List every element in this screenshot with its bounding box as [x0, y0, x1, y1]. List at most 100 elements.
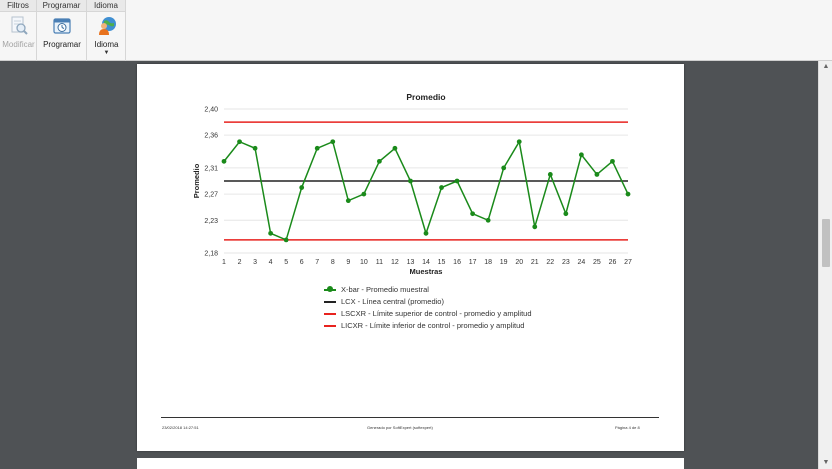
xbar-point — [563, 211, 569, 217]
legend-item-licxr: LICXR - Límite inferior de control - pro… — [324, 320, 532, 332]
legend-label-lcx: LCX - Línea central (promedio) — [341, 297, 444, 306]
y-tick-label: 2,18 — [204, 251, 218, 258]
legend-swatch-lcx — [324, 301, 336, 303]
ribbon-group-programar: Programar Programar — [37, 0, 87, 61]
ribbon-group-title-idioma[interactable]: Idioma — [87, 0, 125, 12]
legend-label-licxr: LICXR - Límite inferior de control - pro… — [341, 321, 525, 330]
x-tick-label: 23 — [562, 259, 570, 266]
x-tick-label: 22 — [546, 259, 554, 266]
ribbon-toolbar: Filtros Modificar Programar Programar — [0, 0, 832, 61]
x-tick-label: 13 — [407, 259, 415, 266]
xbar-series-line — [223, 139, 629, 241]
xbar-point — [392, 145, 398, 151]
xbar-point — [501, 165, 507, 171]
x-tick-label: 3 — [253, 259, 257, 266]
x-tick-label: 7 — [315, 259, 319, 266]
magnifier-document-icon — [11, 16, 28, 35]
modificar-label: Modificar — [2, 40, 35, 49]
control-chart: Promedio Promedio Muestras 2,40 2,36 2,31 2… — [192, 92, 632, 276]
xbar-point — [625, 191, 631, 197]
vertical-scrollbar[interactable]: ▲ ▼ — [818, 61, 832, 469]
legend-item-xbar: X-bar - Promedio muestral — [324, 284, 532, 296]
xbar-point — [578, 152, 584, 158]
x-tick-label: 4 — [269, 259, 273, 266]
ribbon-group-idioma: Idioma Idioma ▼ — [87, 0, 126, 61]
y-tick-label: 2,27 — [204, 192, 218, 199]
scroll-up-arrow-icon[interactable]: ▲ — [822, 63, 830, 70]
next-report-page — [137, 458, 684, 469]
x-tick-label: 11 — [376, 259, 383, 266]
xbar-point — [610, 158, 615, 164]
scroll-down-arrow-icon[interactable]: ▼ — [822, 459, 830, 466]
legend-swatch-lscxr — [324, 313, 336, 315]
idioma-button[interactable]: Idioma ▼ — [89, 14, 124, 58]
footer-page-number: Página 4 de 8 — [615, 425, 640, 430]
programar-button[interactable]: Programar — [39, 14, 85, 58]
xbar-point — [547, 172, 553, 177]
report-page: Promedio Promedio Muestras 2,40 2,36 2,31 2… — [137, 64, 684, 451]
xbar-point — [376, 158, 382, 164]
y-tick-label: 2,31 — [204, 165, 218, 172]
modificar-button[interactable]: Modificar — [1, 14, 36, 58]
xbar-point — [268, 230, 274, 236]
x-tick-label: 21 — [531, 259, 539, 266]
x-tick-label: 20 — [515, 259, 523, 266]
x-tick-label: 16 — [453, 259, 461, 266]
x-tick-label: 8 — [331, 259, 335, 266]
x-tick-label: 26 — [609, 259, 617, 266]
xbar-point — [439, 185, 444, 190]
xbar-point — [283, 237, 289, 243]
xbar-point — [408, 178, 413, 184]
legend-item-lcx: LCX - Línea central (promedio) — [324, 296, 532, 308]
x-tick-label: 14 — [422, 259, 430, 266]
x-tick-label: 15 — [438, 259, 446, 266]
x-tick-label: 12 — [391, 259, 399, 266]
x-tick-label: 18 — [484, 259, 492, 266]
x-tick-label: 25 — [593, 259, 601, 266]
programar-label: Programar — [43, 40, 81, 49]
x-tick-label: 6 — [300, 259, 304, 266]
calendar-clock-icon — [53, 18, 71, 34]
chevron-down-icon[interactable]: ▼ — [103, 50, 110, 56]
footer-divider — [161, 417, 659, 418]
y-tick-label: 2,23 — [204, 218, 218, 225]
xbar-point — [299, 185, 305, 190]
idioma-label: Idioma — [94, 40, 119, 49]
x-tick-label: 27 — [624, 259, 632, 266]
x-tick-label: 24 — [577, 259, 585, 266]
y-tick-label: 2,40 — [204, 107, 218, 114]
x-tick-label: 9 — [346, 259, 350, 266]
xbar-point — [330, 139, 336, 145]
xbar-point — [361, 191, 367, 197]
legend-swatch-licxr — [324, 325, 336, 327]
xbar-point — [470, 211, 476, 217]
ribbon-group-filtros: Filtros Modificar — [0, 0, 37, 61]
x-tick-label: 17 — [469, 259, 477, 266]
footer-date: 23/02/2018 14:27:51 — [162, 425, 199, 430]
xbar-point — [314, 145, 320, 151]
xbar-point — [532, 224, 538, 230]
xbar-point — [237, 139, 242, 145]
xbar-point — [516, 139, 522, 145]
y-tick-label: 2,36 — [204, 133, 218, 140]
scroll-thumb[interactable] — [822, 219, 830, 267]
xbar-point — [485, 217, 491, 223]
legend-label-lscxr: LSCXR - Límite superior de control - pro… — [341, 309, 532, 318]
x-tick-label: 2 — [238, 259, 242, 266]
legend-marker-dot-icon — [327, 286, 333, 292]
chart-title: Promedio — [406, 92, 445, 102]
footer-generated-by: Generado por SoftExpert (softexpert) — [367, 425, 433, 430]
xbar-point — [252, 145, 258, 151]
x-axis-label: Muestras — [410, 267, 443, 276]
x-tick-label: 19 — [500, 259, 508, 266]
legend-label-xbar: X-bar - Promedio muestral — [341, 285, 429, 294]
chart-legend: X-bar - Promedio muestral LCX - Línea ce… — [324, 284, 532, 332]
globe-user-icon — [98, 17, 116, 35]
x-tick-label: 1 — [222, 259, 226, 266]
x-tick-label: 5 — [284, 259, 288, 266]
ribbon-group-title-programar[interactable]: Programar — [37, 0, 86, 12]
y-axis-label: Promedio — [192, 163, 201, 198]
legend-item-lscxr: LSCXR - Límite superior de control - pro… — [324, 308, 532, 320]
x-tick-label: 10 — [360, 259, 368, 266]
ribbon-group-title-filtros[interactable]: Filtros — [0, 0, 36, 12]
